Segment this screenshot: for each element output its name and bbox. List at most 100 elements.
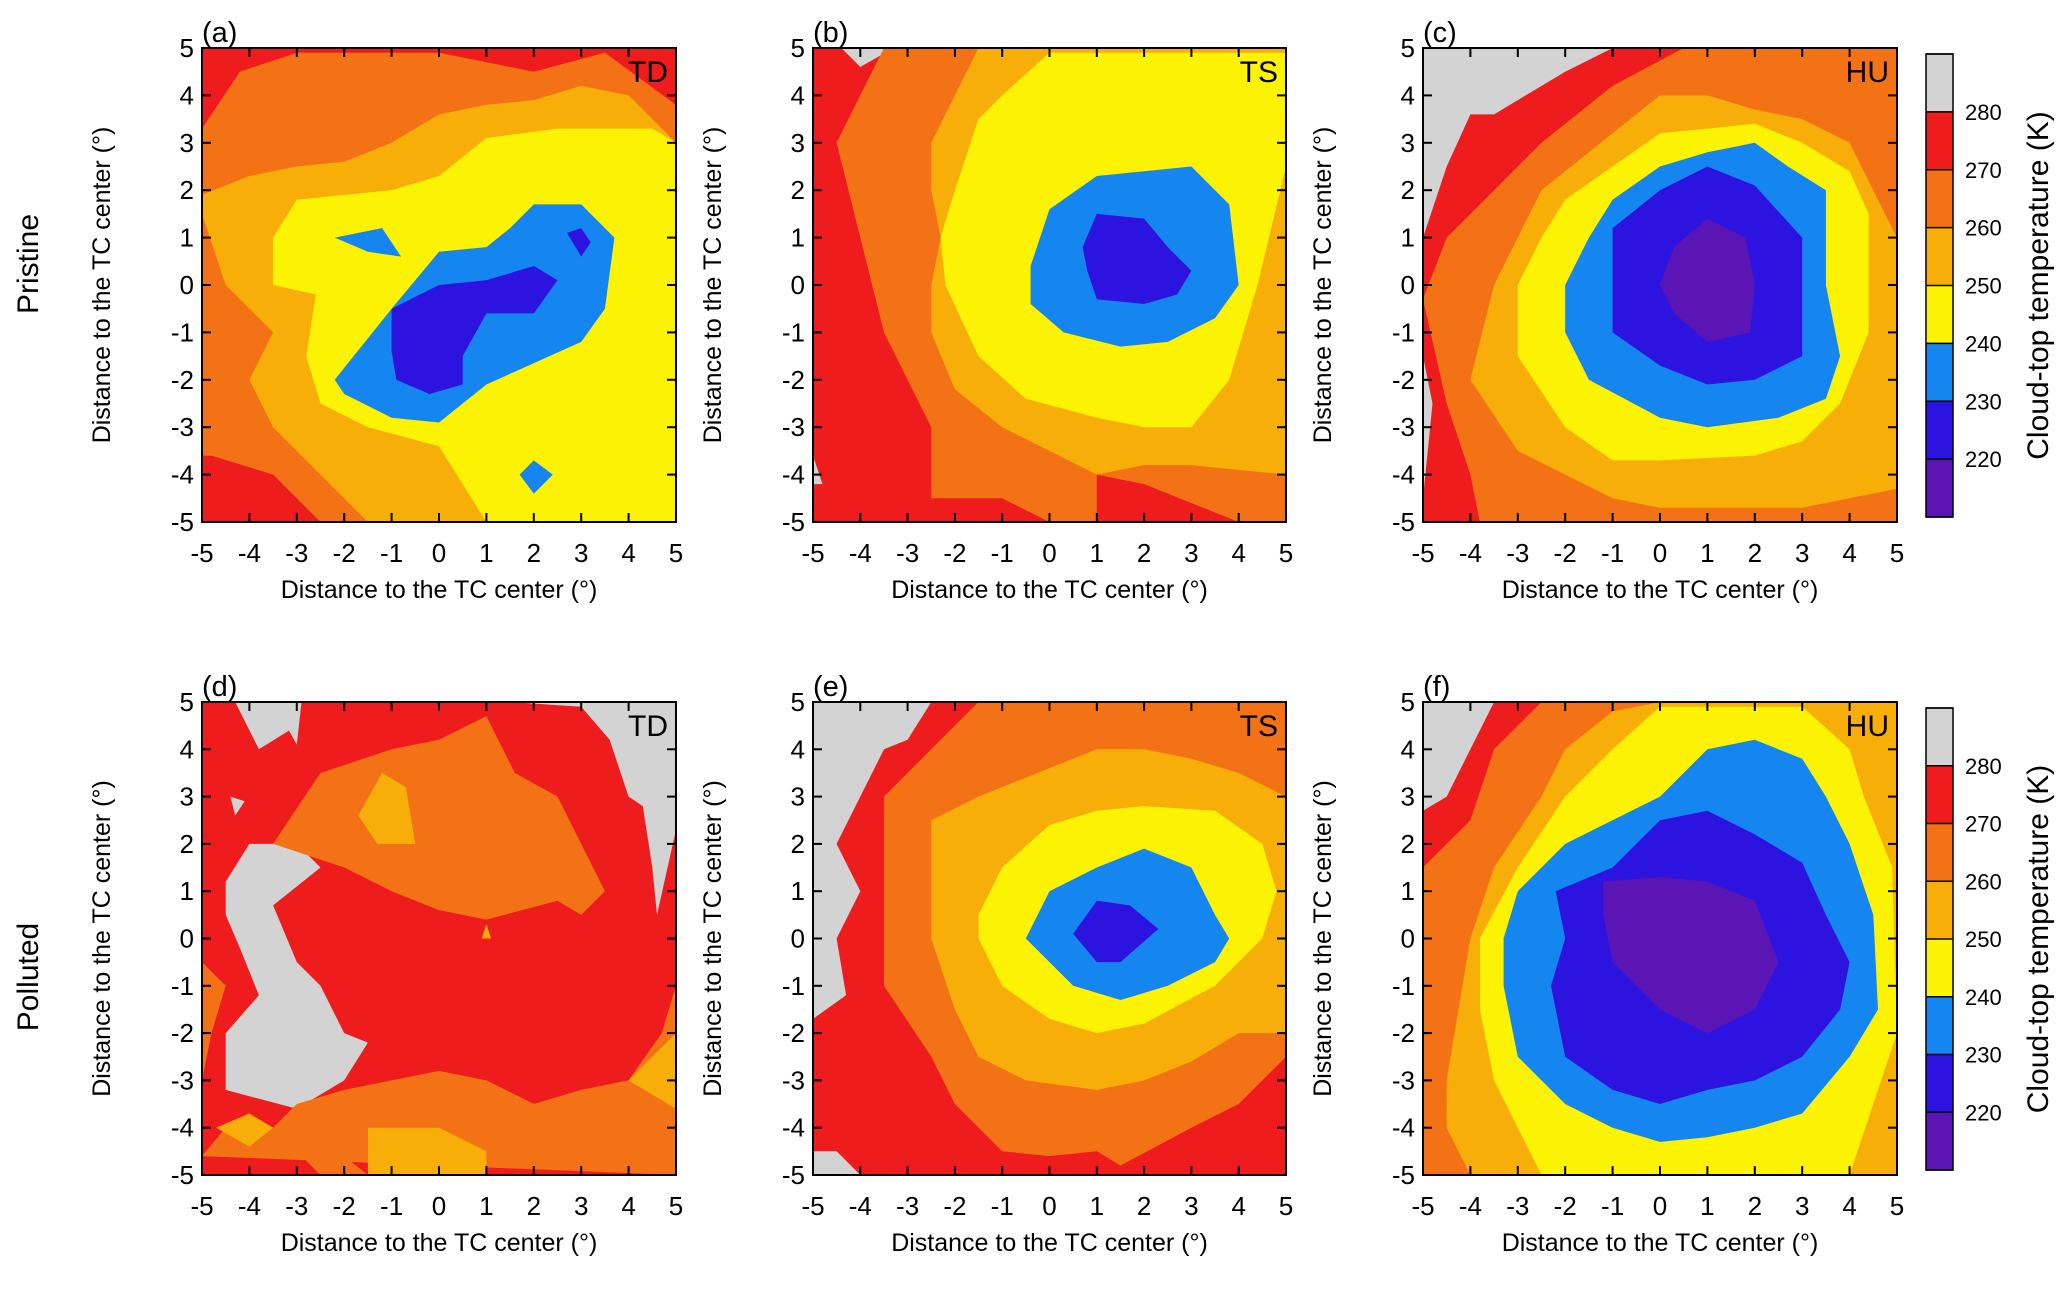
x-tick-label: 5 bbox=[1279, 1191, 1293, 1221]
x-tick-label: 4 bbox=[1842, 1191, 1856, 1221]
y-tick-label: -4 bbox=[171, 460, 194, 490]
colorbar-tick-label: 280 bbox=[1965, 754, 2002, 779]
y-tick-label: 3 bbox=[791, 128, 805, 158]
colorbar-swatch bbox=[1926, 765, 1953, 824]
y-tick-label: 5 bbox=[791, 33, 805, 63]
contour-band bbox=[519, 460, 553, 494]
contour-band bbox=[813, 702, 932, 1019]
x-axis-label: Distance to the TC center (°) bbox=[1502, 576, 1819, 604]
x-tick-label: -2 bbox=[943, 538, 966, 568]
colorbar-tick-label: 280 bbox=[1965, 100, 2002, 125]
colorbar-tick-label: 220 bbox=[1965, 1100, 2002, 1125]
x-tick-label: 2 bbox=[1137, 1191, 1151, 1221]
y-tick-label: 2 bbox=[180, 175, 194, 205]
colorbar-swatch bbox=[1926, 227, 1953, 286]
x-tick-label: -1 bbox=[1601, 1191, 1624, 1221]
x-tick-label: 1 bbox=[1090, 538, 1104, 568]
contour-band bbox=[225, 843, 368, 1109]
x-tick-label: 1 bbox=[1090, 1191, 1104, 1221]
x-tick-label: 4 bbox=[1842, 538, 1856, 568]
panel-a: -5-5 -4 -4 -3 -3 -2 -2 -1 -1 0 0 1 1 2 2 3 3 4 4 5 5 Distance… bbox=[88, 17, 683, 604]
colorbar-swatch bbox=[1926, 823, 1953, 882]
x-tick-label: 3 bbox=[1795, 1191, 1809, 1221]
panel-c: -5-5 -4 -4 -3 -3 -2 -2 -1 -1 0 0 1 1 2 2 3 3 4 4 5 5 Distance… bbox=[1309, 17, 1904, 604]
colorbar-swatch bbox=[1926, 169, 1953, 228]
y-axis-label: Distance to the TC center (°) bbox=[1309, 127, 1337, 444]
y-tick-label: -3 bbox=[782, 412, 805, 442]
y-tick-label: 5 bbox=[180, 687, 194, 717]
x-tick-label: -2 bbox=[1554, 1191, 1577, 1221]
y-tick-label: 5 bbox=[1401, 687, 1415, 717]
colorbar-swatch bbox=[1926, 1112, 1953, 1170]
colorbar-swatch bbox=[1926, 996, 1953, 1055]
y-tick-label: -4 bbox=[782, 1113, 805, 1143]
panel-id-label: (c) bbox=[1423, 17, 1457, 49]
panel-id-label: (a) bbox=[202, 17, 237, 49]
x-tick-label: -1 bbox=[380, 538, 403, 568]
y-tick-label: 0 bbox=[1401, 270, 1415, 300]
panel-b: -5-5 -4 -4 -3 -3 -2 -2 -1 -1 0 0 1 1 2 2 3 3 4 4 5 5 Distance… bbox=[699, 17, 1293, 604]
y-tick-label: -1 bbox=[782, 971, 805, 1001]
y-tick-label: -5 bbox=[782, 507, 805, 537]
contour-band bbox=[358, 773, 416, 844]
x-tick-label: 3 bbox=[574, 538, 588, 568]
y-tick-label: 3 bbox=[180, 782, 194, 812]
colorbar-swatch bbox=[1926, 939, 1953, 997]
y-tick-label: 4 bbox=[180, 80, 194, 110]
y-tick-label: 3 bbox=[791, 782, 805, 812]
y-tick-label: -3 bbox=[1392, 412, 1415, 442]
x-tick-label: 2 bbox=[1137, 538, 1151, 568]
contour-band bbox=[230, 796, 245, 816]
x-tick-label: 4 bbox=[621, 538, 635, 568]
colorbar-swatch bbox=[1926, 285, 1953, 344]
contour-band bbox=[1073, 900, 1159, 963]
colorbar-tick-label: 270 bbox=[1965, 812, 2002, 837]
colorbar-tick-label: 230 bbox=[1965, 1043, 2002, 1068]
y-tick-label: 0 bbox=[791, 924, 805, 954]
x-tick-label: 0 bbox=[1042, 1191, 1056, 1221]
x-tick-label: 1 bbox=[479, 1191, 493, 1221]
x-tick-label: -4 bbox=[238, 1191, 261, 1221]
colorbar-tick-label: 220 bbox=[1965, 447, 2002, 472]
y-axis-label: Distance to the TC center (°) bbox=[699, 780, 727, 1097]
contour-band bbox=[628, 1033, 676, 1109]
y-tick-label: -2 bbox=[782, 1018, 805, 1048]
y-tick-label: -5 bbox=[1392, 507, 1415, 537]
x-tick-label: -2 bbox=[943, 1191, 966, 1221]
x-tick-label: -4 bbox=[849, 538, 872, 568]
y-tick-label: -3 bbox=[171, 1065, 194, 1095]
y-tick-label: -5 bbox=[171, 1160, 194, 1190]
x-tick-label: 2 bbox=[1748, 538, 1762, 568]
y-tick-label: -2 bbox=[171, 1018, 194, 1048]
x-tick-label: 3 bbox=[1795, 538, 1809, 568]
x-tick-label: 2 bbox=[527, 1191, 541, 1221]
panel-id-label: (f) bbox=[1423, 671, 1450, 703]
colorbar-frame bbox=[1925, 707, 1954, 1171]
y-tick-label: -2 bbox=[1392, 365, 1415, 395]
y-tick-label: 0 bbox=[180, 924, 194, 954]
x-tick-label: -5 bbox=[190, 538, 213, 568]
x-axis-label: Distance to the TC center (°) bbox=[891, 576, 1208, 604]
y-axis-label: Distance to the TC center (°) bbox=[699, 127, 727, 444]
y-tick-label: 2 bbox=[1401, 175, 1415, 205]
x-tick-label: 1 bbox=[1700, 1191, 1714, 1221]
y-axis-label: Distance to the TC center (°) bbox=[1309, 780, 1337, 1097]
panel-id-label: (e) bbox=[813, 671, 848, 703]
x-tick-label: -3 bbox=[285, 1191, 308, 1221]
colorbar-tick-label: 230 bbox=[1965, 389, 2002, 414]
colorbar-swatch bbox=[1926, 54, 1953, 112]
y-tick-label: 1 bbox=[791, 876, 805, 906]
colorbar-title: Cloud-top temperature (K) bbox=[2022, 765, 2055, 1114]
panels: -5 -5 -4 -4 -3 -3 -2 -2 -1 -1 0 0 1 1 2 2 3 3 4 4 5 5 Distance… bbox=[88, 17, 1904, 1257]
y-tick-label: -1 bbox=[1392, 317, 1415, 347]
contour-fills bbox=[1423, 48, 1897, 522]
contour-band bbox=[813, 1151, 861, 1175]
x-tick-label: -3 bbox=[896, 1191, 919, 1221]
y-tick-label: 1 bbox=[1401, 876, 1415, 906]
colorbar-swatch bbox=[1926, 708, 1953, 766]
y-tick-label: 5 bbox=[180, 33, 194, 63]
x-axis-label: Distance to the TC center (°) bbox=[281, 1229, 598, 1257]
x-tick-label: -1 bbox=[1601, 538, 1624, 568]
y-tick-label: -2 bbox=[782, 365, 805, 395]
contour-band bbox=[510, 702, 676, 915]
